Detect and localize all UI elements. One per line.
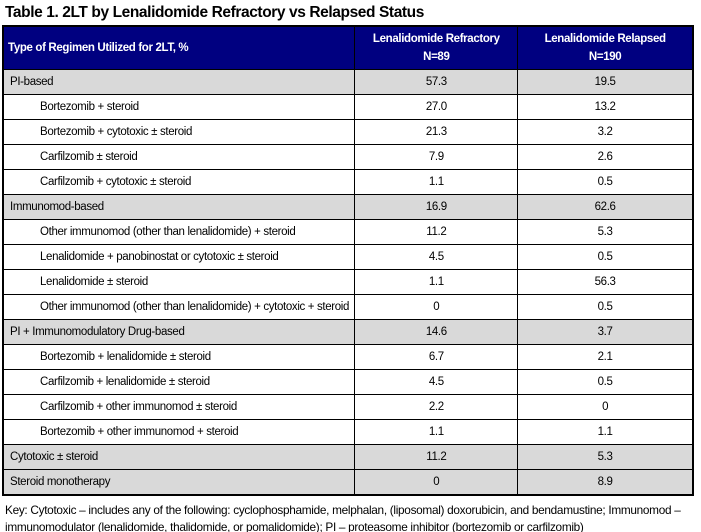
regimen-table: Type of Regimen Utilized for 2LT, % Lena…	[2, 25, 694, 496]
relapsed-header-n: N=190	[588, 51, 622, 63]
category-row: Cytotoxic ± steroid 11.2 5.3	[2, 444, 694, 470]
refractory-value: 0	[354, 294, 519, 320]
table-title: Table 1. 2LT by Lenalidomide Refractory …	[5, 4, 424, 21]
table-row: Bortezomib + lenalidomide ± steroid 6.7 …	[2, 344, 694, 370]
refractory-value: 4.5	[354, 244, 519, 270]
relapsed-value: 2.1	[517, 344, 694, 370]
refractory-value: 27.0	[354, 94, 519, 120]
regimen-label: Bortezomib + steroid	[2, 94, 356, 120]
relapsed-value: 1.1	[517, 419, 694, 445]
refractory-value: 11.2	[354, 444, 519, 470]
column-header-regimen-type: Type of Regimen Utilized for 2LT, %	[2, 25, 356, 70]
refractory-value: 4.5	[354, 369, 519, 395]
table-header: Type of Regimen Utilized for 2LT, % Lena…	[2, 25, 694, 70]
regimen-label: Cytotoxic ± steroid	[2, 444, 356, 470]
relapsed-value: 8.9	[517, 469, 694, 496]
regimen-label: Carfilzomib + other immunomod ± steroid	[2, 394, 356, 420]
regimen-label: PI-based	[2, 69, 356, 95]
refractory-value: 14.6	[354, 319, 519, 345]
regimen-label: Other immunomod (other than lenalidomide…	[2, 219, 356, 245]
relapsed-value: 5.3	[517, 219, 694, 245]
column-header-refractory: Lenalidomide Refractory N=89	[354, 25, 519, 70]
category-row: Steroid monotherapy 0 8.9	[2, 469, 694, 496]
relapsed-value: 5.3	[517, 444, 694, 470]
relapsed-value: 2.6	[517, 144, 694, 170]
table-row: Other immunomod (other than lenalidomide…	[2, 219, 694, 245]
refractory-value: 1.1	[354, 169, 519, 195]
table-row: Bortezomib + cytotoxic ± steroid 21.3 3.…	[2, 119, 694, 145]
regimen-label: Carfilzomib ± steroid	[2, 144, 356, 170]
table-row: Lenalidomide + panobinostat or cytotoxic…	[2, 244, 694, 270]
regimen-label: Bortezomib + cytotoxic ± steroid	[2, 119, 356, 145]
regimen-label: Carfilzomib + lenalidomide ± steroid	[2, 369, 356, 395]
relapsed-value: 19.5	[517, 69, 694, 95]
table-row: Carfilzomib + other immunomod ± steroid …	[2, 394, 694, 420]
regimen-label: Immunomod-based	[2, 194, 356, 220]
refractory-header-label: Lenalidomide Refractory	[372, 32, 500, 45]
refractory-header-n: N=89	[423, 51, 450, 63]
table-row: Carfilzomib + cytotoxic ± steroid 1.1 0.…	[2, 169, 694, 195]
category-row: PI + Immunomodulatory Drug-based 14.6 3.…	[2, 319, 694, 345]
table-row: Bortezomib + steroid 27.0 13.2	[2, 94, 694, 120]
refractory-value: 21.3	[354, 119, 519, 145]
table-row: Carfilzomib ± steroid 7.9 2.6	[2, 144, 694, 170]
refractory-value: 16.9	[354, 194, 519, 220]
regimen-label: Carfilzomib + cytotoxic ± steroid	[2, 169, 356, 195]
refractory-value: 57.3	[354, 69, 519, 95]
refractory-value: 1.1	[354, 419, 519, 445]
relapsed-value: 0.5	[517, 294, 694, 320]
refractory-value: 0	[354, 469, 519, 496]
regimen-label: Steroid monotherapy	[2, 469, 356, 496]
table-row: Carfilzomib + lenalidomide ± steroid 4.5…	[2, 369, 694, 395]
relapsed-value: 62.6	[517, 194, 694, 220]
regimen-label: Lenalidomide + panobinostat or cytotoxic…	[2, 244, 356, 270]
relapsed-value: 3.2	[517, 119, 694, 145]
regimen-label: PI + Immunomodulatory Drug-based	[2, 319, 356, 345]
table-row: Bortezomib + other immunomod + steroid 1…	[2, 419, 694, 445]
refractory-value: 6.7	[354, 344, 519, 370]
header-row: Type of Regimen Utilized for 2LT, % Lena…	[2, 25, 694, 70]
table-key-footnote: Key: Cytotoxic – includes any of the fol…	[5, 503, 681, 532]
category-row: Immunomod-based 16.9 62.6	[2, 194, 694, 220]
relapsed-value: 56.3	[517, 269, 694, 295]
refractory-value: 7.9	[354, 144, 519, 170]
relapsed-value: 0.5	[517, 244, 694, 270]
regimen-label: Bortezomib + other immunomod + steroid	[2, 419, 356, 445]
relapsed-value: 0	[517, 394, 694, 420]
category-row: PI-based 57.3 19.5	[2, 69, 694, 95]
relapsed-value: 0.5	[517, 369, 694, 395]
table-row: Lenalidomide ± steroid 1.1 56.3	[2, 269, 694, 295]
refractory-value: 11.2	[354, 219, 519, 245]
relapsed-value: 13.2	[517, 94, 694, 120]
relapsed-header-label: Lenalidomide Relapsed	[544, 32, 666, 45]
column-header-relapsed: Lenalidomide Relapsed N=190	[517, 25, 694, 70]
table-row: Other immunomod (other than lenalidomide…	[2, 294, 694, 320]
refractory-value: 2.2	[354, 394, 519, 420]
regimen-label: Other immunomod (other than lenalidomide…	[2, 294, 356, 320]
refractory-value: 1.1	[354, 269, 519, 295]
regimen-label: Bortezomib + lenalidomide ± steroid	[2, 344, 356, 370]
relapsed-value: 3.7	[517, 319, 694, 345]
table-body: PI-based 57.3 19.5 Bortezomib + steroid …	[2, 69, 694, 496]
relapsed-value: 0.5	[517, 169, 694, 195]
regimen-label: Lenalidomide ± steroid	[2, 269, 356, 295]
